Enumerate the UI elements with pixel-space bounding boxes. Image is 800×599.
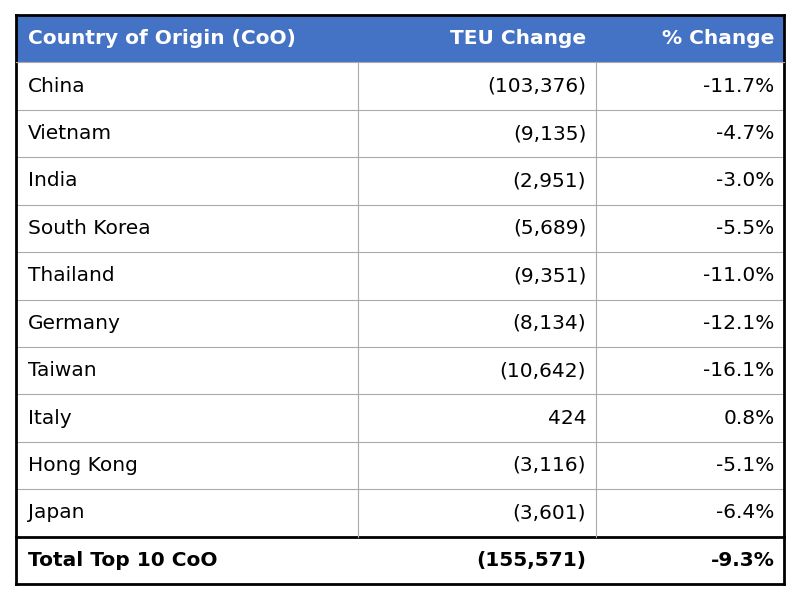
Text: -16.1%: -16.1% bbox=[703, 361, 774, 380]
Bar bbox=[16, 15, 358, 62]
Text: Vietnam: Vietnam bbox=[28, 124, 112, 143]
Bar bbox=[596, 157, 784, 205]
Bar bbox=[358, 62, 596, 110]
Bar bbox=[16, 394, 358, 441]
Bar bbox=[596, 394, 784, 441]
Text: -9.3%: -9.3% bbox=[710, 551, 774, 570]
Bar bbox=[16, 537, 358, 584]
Bar bbox=[16, 205, 358, 252]
Bar bbox=[596, 62, 784, 110]
Text: Italy: Italy bbox=[28, 409, 72, 428]
Text: 424: 424 bbox=[548, 409, 586, 428]
Bar bbox=[358, 157, 596, 205]
Text: -5.5%: -5.5% bbox=[716, 219, 774, 238]
Text: -4.7%: -4.7% bbox=[716, 124, 774, 143]
Text: (9,135): (9,135) bbox=[513, 124, 586, 143]
Text: Germany: Germany bbox=[28, 314, 121, 332]
Bar bbox=[16, 442, 358, 489]
Bar bbox=[358, 442, 596, 489]
Text: -6.4%: -6.4% bbox=[716, 503, 774, 522]
Bar bbox=[358, 489, 596, 537]
Text: -11.0%: -11.0% bbox=[703, 267, 774, 285]
Bar bbox=[358, 347, 596, 394]
Text: TEU Change: TEU Change bbox=[450, 29, 586, 48]
Text: (3,116): (3,116) bbox=[513, 456, 586, 475]
Bar bbox=[596, 442, 784, 489]
Bar bbox=[596, 537, 784, 584]
Text: (10,642): (10,642) bbox=[500, 361, 586, 380]
Text: 0.8%: 0.8% bbox=[723, 409, 774, 428]
Text: Country of Origin (CoO): Country of Origin (CoO) bbox=[28, 29, 296, 48]
Bar bbox=[16, 300, 358, 347]
Text: -5.1%: -5.1% bbox=[716, 456, 774, 475]
Text: China: China bbox=[28, 77, 86, 96]
Text: (2,951): (2,951) bbox=[513, 171, 586, 190]
Bar bbox=[358, 252, 596, 300]
Bar bbox=[16, 489, 358, 537]
Bar bbox=[358, 15, 596, 62]
Bar bbox=[16, 62, 358, 110]
Bar bbox=[596, 110, 784, 157]
Bar bbox=[16, 157, 358, 205]
Text: Hong Kong: Hong Kong bbox=[28, 456, 138, 475]
Bar bbox=[596, 300, 784, 347]
Text: (103,376): (103,376) bbox=[487, 77, 586, 96]
Bar bbox=[358, 537, 596, 584]
Text: -12.1%: -12.1% bbox=[703, 314, 774, 332]
Bar bbox=[596, 205, 784, 252]
Text: -11.7%: -11.7% bbox=[703, 77, 774, 96]
Text: India: India bbox=[28, 171, 78, 190]
Text: Japan: Japan bbox=[28, 503, 85, 522]
Bar bbox=[596, 252, 784, 300]
Bar bbox=[358, 205, 596, 252]
Text: South Korea: South Korea bbox=[28, 219, 150, 238]
Text: % Change: % Change bbox=[662, 29, 774, 48]
Text: (5,689): (5,689) bbox=[513, 219, 586, 238]
Bar bbox=[16, 252, 358, 300]
Text: Thailand: Thailand bbox=[28, 267, 114, 285]
Text: Taiwan: Taiwan bbox=[28, 361, 97, 380]
Bar bbox=[596, 347, 784, 394]
Bar bbox=[16, 110, 358, 157]
Text: (155,571): (155,571) bbox=[476, 551, 586, 570]
Text: -3.0%: -3.0% bbox=[716, 171, 774, 190]
Bar bbox=[358, 110, 596, 157]
Text: (9,351): (9,351) bbox=[513, 267, 586, 285]
Text: Total Top 10 CoO: Total Top 10 CoO bbox=[28, 551, 218, 570]
Bar bbox=[358, 394, 596, 441]
Text: (3,601): (3,601) bbox=[513, 503, 586, 522]
Bar bbox=[16, 347, 358, 394]
Bar bbox=[596, 489, 784, 537]
Bar bbox=[596, 15, 784, 62]
Bar bbox=[358, 300, 596, 347]
Text: (8,134): (8,134) bbox=[513, 314, 586, 332]
